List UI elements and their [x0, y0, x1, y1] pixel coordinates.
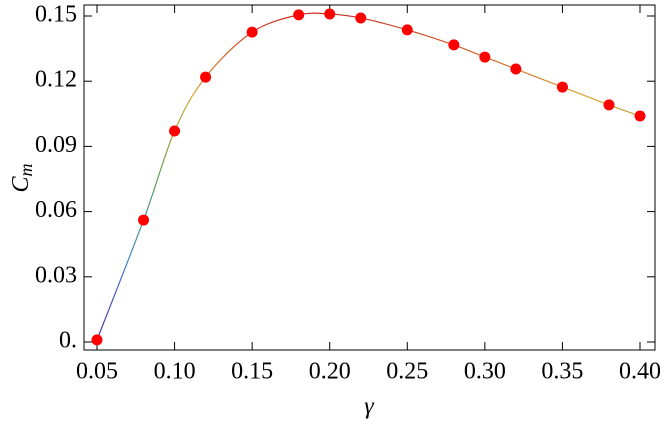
y-axis-label-sub: m: [16, 163, 36, 176]
y-axis-label: Cm: [8, 163, 37, 192]
x-tick-label: 0.05: [76, 359, 118, 385]
data-point: [138, 214, 150, 226]
fit-line: [96, 12, 641, 341]
data-point: [324, 8, 336, 20]
data-point: [401, 24, 413, 36]
data-point: [556, 81, 568, 93]
y-tick-label: 0.12: [35, 67, 77, 93]
data-point: [479, 51, 491, 63]
data-point: [448, 39, 460, 51]
y-tick-label: 0.06: [35, 197, 77, 223]
data-point: [634, 110, 646, 122]
x-tick-label: 0.35: [541, 359, 583, 385]
x-tick-label: 0.15: [231, 359, 273, 385]
plot-frame: [83, 4, 656, 351]
data-point: [169, 125, 181, 137]
y-tick-label: 0.15: [35, 2, 77, 28]
x-tick-label: 0.10: [154, 359, 196, 385]
data-point: [510, 63, 522, 75]
data-point: [603, 99, 615, 111]
data-point: [355, 12, 367, 24]
x-tick-label: 0.25: [386, 359, 428, 385]
y-axis-label-main: C: [8, 176, 34, 193]
data-point: [293, 9, 305, 21]
data-point: [200, 71, 212, 83]
data-point: [91, 334, 103, 346]
data-point: [246, 26, 258, 38]
y-tick-label: 0.: [59, 328, 77, 354]
x-tick-label: 0.30: [464, 359, 506, 385]
y-tick-label: 0.09: [35, 132, 77, 158]
y-tick-label: 0.03: [35, 262, 77, 288]
x-tick-label: 0.20: [309, 359, 351, 385]
x-axis-label: γ: [364, 394, 374, 420]
x-tick-label: 0.40: [619, 359, 661, 385]
